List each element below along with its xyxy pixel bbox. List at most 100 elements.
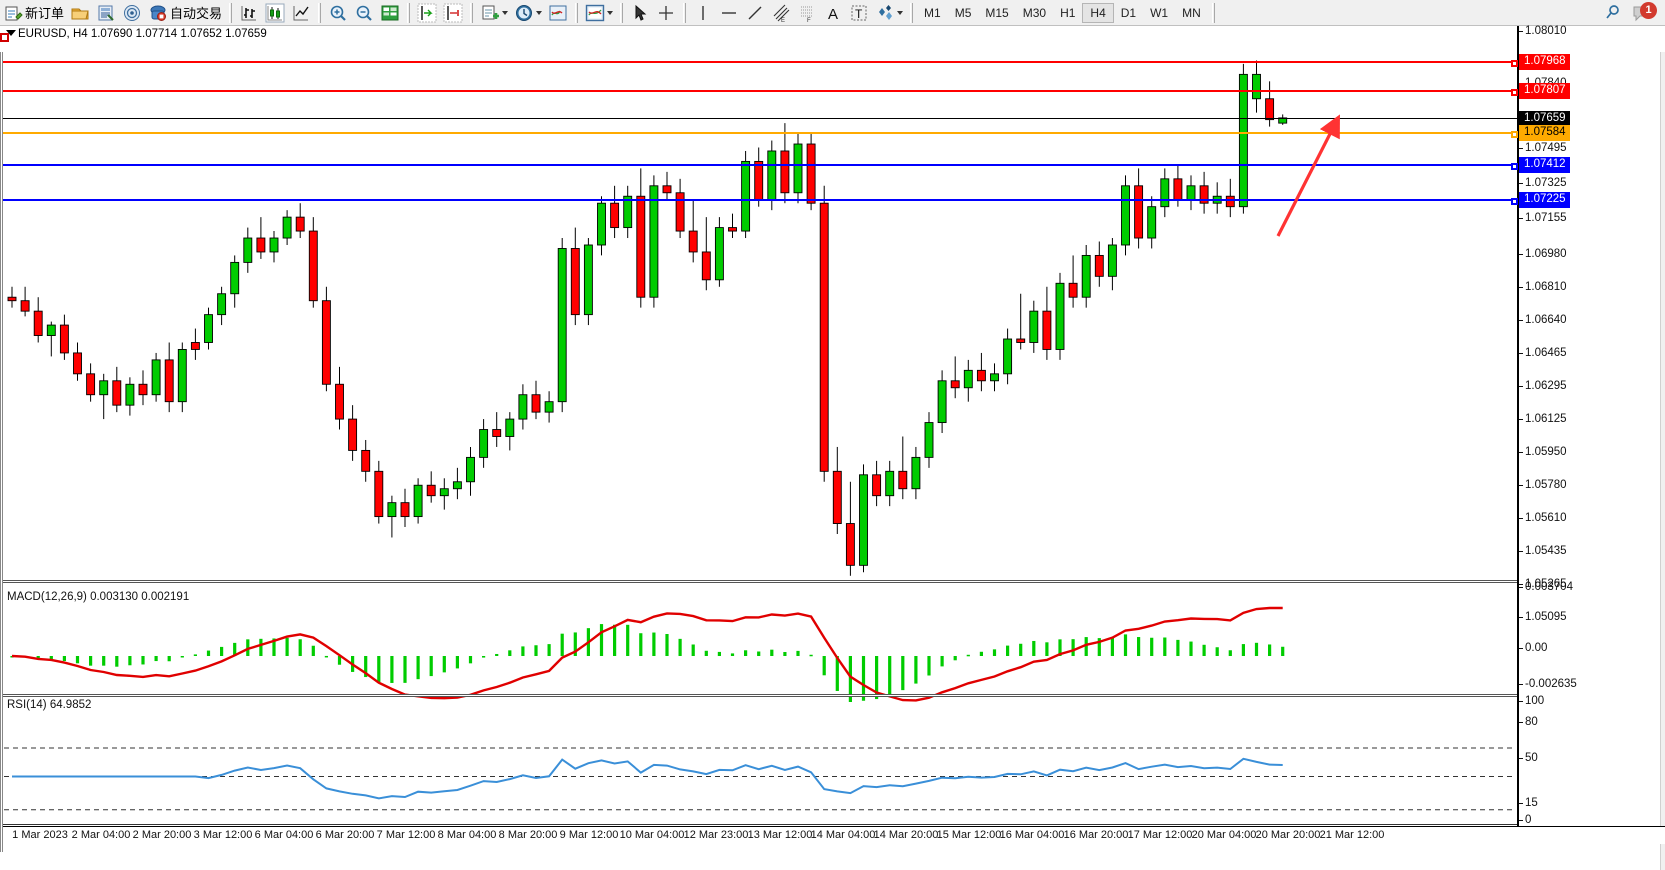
- time-tick: 14 Mar 20:00: [874, 829, 939, 841]
- price-tick: 1.06465: [1525, 348, 1567, 360]
- equidistant-channel-tool-button[interactable]: E: [768, 1, 794, 25]
- rsi-series: [0, 694, 1517, 826]
- price-tick: 1.06125: [1525, 414, 1567, 426]
- indicator-list-button[interactable]: [582, 1, 616, 25]
- toolbar-separator: [229, 3, 232, 23]
- zoom-in-button[interactable]: [325, 1, 351, 25]
- timeframe-m5[interactable]: M5: [948, 4, 979, 22]
- time-tick: 6 Mar 04:00: [255, 829, 314, 841]
- time-tick: 20 Mar 20:00: [1256, 829, 1321, 841]
- toolbar-separator: [620, 3, 623, 23]
- time-tick: 16 Mar 04:00: [1000, 829, 1065, 841]
- data-window-button[interactable]: [377, 1, 403, 25]
- toolbar-separator: [683, 3, 686, 23]
- rsi-tick: 50: [1525, 753, 1538, 765]
- price-pill-support-1[interactable]: 1.07412: [1519, 157, 1570, 173]
- chevron-down-icon[interactable]: [607, 11, 613, 15]
- price-axis[interactable]: 1.08010 1.07840 1.07495 1.07325 1.07155 …: [1517, 26, 1665, 844]
- time-tick: 1 Mar 2023: [12, 829, 68, 841]
- new-order-label: 新订单: [25, 3, 64, 22]
- chart-anchor-handle[interactable]: [0, 33, 9, 42]
- horizontal-line-tool-button[interactable]: [716, 1, 742, 25]
- macd-series: [0, 584, 1517, 702]
- svg-text:F: F: [807, 18, 811, 23]
- timeframe-mn[interactable]: MN: [1175, 4, 1208, 22]
- price-pill-pivot[interactable]: 1.07584: [1519, 125, 1570, 141]
- fibonacci-tool-button[interactable]: F: [794, 1, 820, 25]
- price-pill-resistance-2[interactable]: 1.07807: [1519, 83, 1570, 99]
- search-icon[interactable]: [1603, 3, 1623, 23]
- timeframe-m15[interactable]: M15: [978, 4, 1015, 22]
- price-tick: 1.07325: [1525, 178, 1567, 190]
- timeframe-d1[interactable]: D1: [1114, 4, 1143, 22]
- rsi-panel-bottom-border: [0, 824, 1517, 825]
- timeframe-h1[interactable]: H1: [1053, 4, 1082, 22]
- rsi-tick: 0: [1525, 815, 1531, 827]
- macd-tick: -0.002635: [1525, 679, 1577, 691]
- time-tick: 10 Mar 04:00: [620, 829, 685, 841]
- trendline-tool-button[interactable]: [742, 1, 768, 25]
- toolbar-separator: [575, 3, 578, 23]
- level-line-support-1[interactable]: [0, 164, 1517, 166]
- time-tick: 15 Mar 12:00: [937, 829, 1002, 841]
- time-tick: 13 Mar 12:00: [748, 829, 813, 841]
- auto-trading-button[interactable]: 自动交易: [145, 1, 225, 25]
- level-line-resistance-2[interactable]: [0, 90, 1517, 92]
- vertical-line-tool-button[interactable]: [690, 1, 716, 25]
- data-window-icon: [380, 3, 400, 23]
- timeframe-m30[interactable]: M30: [1016, 4, 1053, 22]
- signals-button[interactable]: [119, 1, 145, 25]
- shapes-icon: [875, 3, 895, 23]
- vertical-scrollbar[interactable]: [1660, 52, 1665, 870]
- crosshair-tool-button[interactable]: [653, 1, 679, 25]
- notification-icon[interactable]: 1: [1631, 3, 1657, 23]
- new-order-button[interactable]: 新订单: [0, 1, 67, 25]
- timeframe-m1[interactable]: M1: [917, 4, 948, 22]
- candlestick-chart-button[interactable]: [262, 1, 288, 25]
- price-pill-resistance-1[interactable]: 1.07968: [1519, 54, 1570, 70]
- svg-text:A: A: [828, 6, 838, 23]
- timeframe-h4[interactable]: H4: [1082, 3, 1113, 23]
- timeframe-w1[interactable]: W1: [1143, 4, 1175, 22]
- price-pill-support-2[interactable]: 1.07225: [1519, 192, 1570, 208]
- text-tool-button[interactable]: A: [820, 1, 846, 25]
- time-tick: 2 Mar 04:00: [72, 829, 131, 841]
- chevron-down-icon[interactable]: [536, 11, 542, 15]
- toolbar-separator: [318, 3, 321, 23]
- templates-button[interactable]: [545, 1, 571, 25]
- folder-icon: [70, 3, 90, 23]
- signal-icon: [122, 3, 142, 23]
- rsi-label: RSI(14) 64.9852: [7, 699, 91, 711]
- text-label-icon: T: [849, 3, 869, 23]
- equidistant-channel-icon: E: [771, 3, 791, 23]
- period-clock-icon: [514, 3, 534, 23]
- time-tick: 8 Mar 20:00: [499, 829, 558, 841]
- level-line-support-2[interactable]: [0, 199, 1517, 201]
- level-line-resistance-1[interactable]: [0, 61, 1517, 63]
- period-button[interactable]: [511, 1, 545, 25]
- bar-chart-icon: [239, 3, 259, 23]
- line-chart-icon: [291, 3, 311, 23]
- line-chart-button[interactable]: [288, 1, 314, 25]
- news-button[interactable]: [93, 1, 119, 25]
- time-tick: 16 Mar 20:00: [1064, 829, 1129, 841]
- time-tick: 6 Mar 20:00: [316, 829, 375, 841]
- level-line-pivot[interactable]: [0, 132, 1517, 134]
- chart-area[interactable]: EURUSD, H4 1.07690 1.07714 1.07652 1.076…: [0, 26, 1665, 844]
- auto-scroll-button[interactable]: [440, 1, 466, 25]
- cursor-tool-button[interactable]: [627, 1, 653, 25]
- chevron-down-icon[interactable]: [502, 11, 508, 15]
- time-tick: 20 Mar 04:00: [1192, 829, 1257, 841]
- chevron-down-icon[interactable]: [897, 11, 903, 15]
- add-indicator-button[interactable]: [477, 1, 511, 25]
- shapes-tool-button[interactable]: [872, 1, 906, 25]
- price-plot[interactable]: EURUSD, H4 1.07690 1.07714 1.07652 1.076…: [0, 26, 1517, 844]
- chart-shift-button[interactable]: [414, 1, 440, 25]
- toolbar-separator: [910, 3, 913, 23]
- text-label-tool-button[interactable]: T: [846, 1, 872, 25]
- bar-chart-button[interactable]: [236, 1, 262, 25]
- price-tick: 1.06295: [1525, 381, 1567, 393]
- zoom-out-button[interactable]: [351, 1, 377, 25]
- folder-button[interactable]: [67, 1, 93, 25]
